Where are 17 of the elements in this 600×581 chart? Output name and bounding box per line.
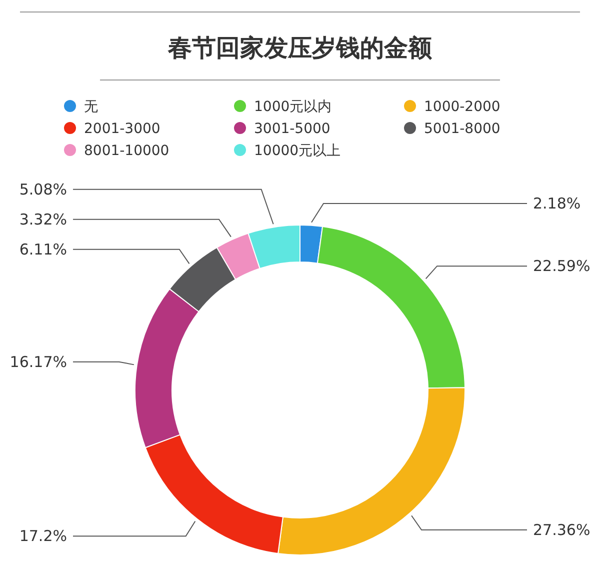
legend-label: 3001-5000 — [254, 121, 330, 137]
data-label: 16.17% — [10, 352, 67, 371]
legend-label: 5001-8000 — [424, 121, 500, 137]
data-label: 17.2% — [19, 527, 67, 546]
data-label: 5.08% — [19, 180, 67, 198]
legend-label: 2001-3000 — [84, 121, 160, 137]
data-label: 22.59% — [533, 257, 590, 276]
data-label: 2.18% — [533, 194, 581, 212]
legend-label: 无 — [84, 99, 98, 115]
legend-label: 1000-2000 — [424, 99, 500, 115]
legend-label: 1000元以内 — [254, 99, 332, 115]
data-label: 27.36% — [533, 520, 590, 539]
data-label: 3.32% — [19, 210, 67, 228]
legend-label: 10000元以上 — [254, 143, 341, 159]
data-label: 6.11% — [19, 240, 67, 258]
legend-label: 8001-10000 — [84, 143, 170, 159]
chart-title: 春节回家发压岁钱的金额 — [167, 34, 433, 62]
